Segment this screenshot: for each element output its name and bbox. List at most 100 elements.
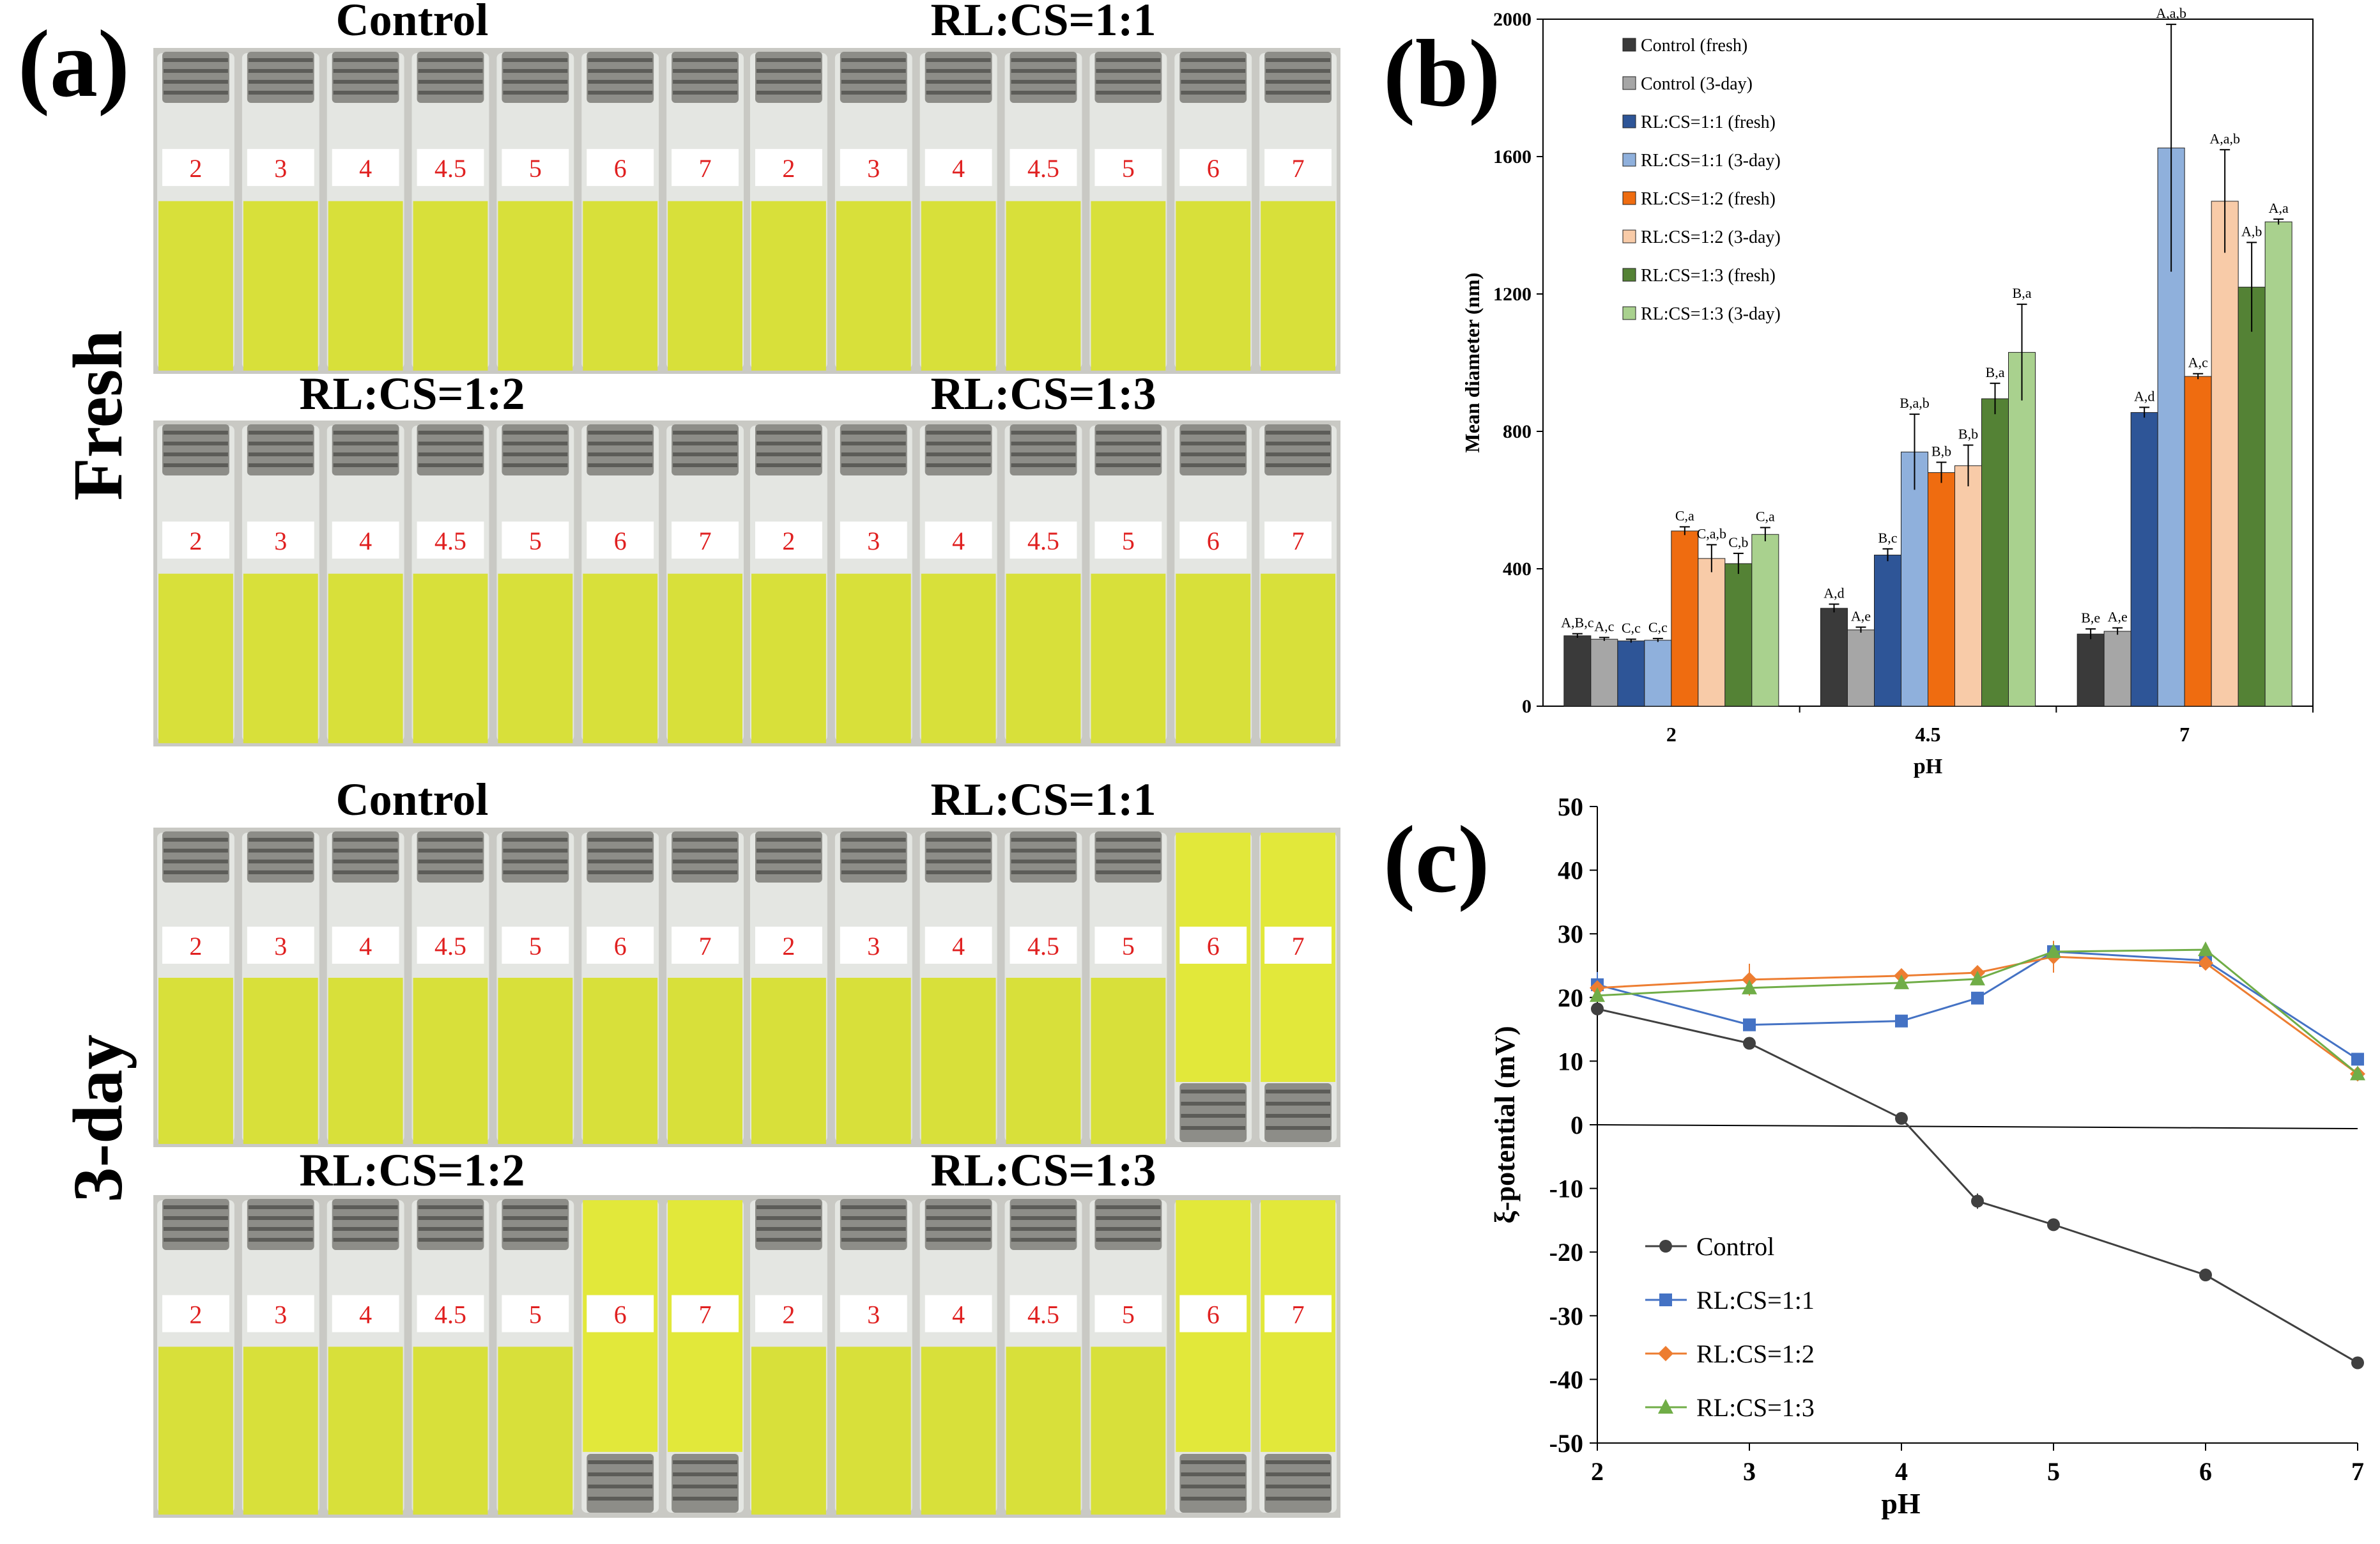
vial-cap-thread bbox=[164, 463, 228, 467]
vial-cap-thread bbox=[673, 80, 737, 84]
vial-cap-thread bbox=[249, 1216, 313, 1220]
vial-cap-thread bbox=[1266, 58, 1330, 62]
vial: 2 bbox=[750, 52, 827, 371]
y-tick-label: 10 bbox=[1558, 1047, 1583, 1076]
vial-panel-title: Control bbox=[336, 774, 489, 825]
legend-label: RL:CS=1:3 bbox=[1696, 1393, 1815, 1422]
vial: 7 bbox=[666, 52, 744, 371]
vial-cap-thread bbox=[673, 1460, 737, 1464]
vial-liquid bbox=[751, 201, 826, 371]
vial-cap-thread bbox=[588, 58, 652, 62]
vial: 2 bbox=[157, 831, 234, 1144]
vial-cap-thread bbox=[1011, 870, 1076, 874]
vial-cap-thread bbox=[249, 1238, 313, 1242]
vial-cap-thread bbox=[756, 870, 821, 874]
vial-cap-thread bbox=[249, 849, 313, 853]
vial-panel: Control2 3 4 4.5 5 6 7 bbox=[153, 774, 748, 1147]
line-series bbox=[1591, 945, 2364, 1065]
y-tick-label: -10 bbox=[1549, 1175, 1583, 1203]
vial-liquid bbox=[751, 1347, 826, 1515]
y-tick-label: -20 bbox=[1549, 1238, 1583, 1267]
vial-liquid bbox=[413, 978, 488, 1144]
vial: 3 bbox=[835, 1199, 912, 1515]
bar-significance-label: C,a,b bbox=[1697, 525, 1726, 541]
bar-significance-label: B,e bbox=[2081, 610, 2100, 626]
vial-cap-thread bbox=[1011, 452, 1076, 456]
vial-cap-thread bbox=[1266, 91, 1330, 95]
vial-cap-thread bbox=[588, 431, 652, 435]
vial: 4 bbox=[327, 52, 404, 371]
vial-cap-thread bbox=[588, 442, 652, 445]
x-axis-label: pH bbox=[1914, 755, 1942, 778]
vial-ph-label: 4.5 bbox=[1027, 1301, 1059, 1329]
vial-cap-thread bbox=[1266, 1472, 1330, 1476]
vial-cap-thread bbox=[1266, 80, 1330, 84]
vial-cap-thread bbox=[249, 452, 313, 456]
vial-ph-label: 3 bbox=[274, 932, 287, 961]
vial: 4.5 bbox=[1005, 52, 1082, 371]
bar bbox=[1725, 564, 1752, 706]
vial-cap-thread bbox=[926, 1205, 991, 1209]
line-series bbox=[1590, 941, 2365, 1081]
bar bbox=[1618, 641, 1645, 706]
bar-significance-label: B,a bbox=[1986, 364, 2005, 380]
vial-cap-thread bbox=[164, 80, 228, 84]
y-tick-label: 50 bbox=[1558, 792, 1583, 821]
vial-liquid bbox=[921, 574, 996, 743]
bar-significance-label: A,B,c bbox=[1561, 615, 1594, 631]
bar-significance-label: A,a,b bbox=[2209, 130, 2240, 146]
x-tick-label: 6 bbox=[2199, 1457, 2212, 1486]
vial-cap-thread bbox=[756, 91, 821, 95]
vial-cap-thread bbox=[503, 431, 567, 435]
vial-ph-label: 4.5 bbox=[434, 1301, 466, 1329]
vial-ph-label: 2 bbox=[782, 1301, 795, 1329]
y-tick-label: 1200 bbox=[1493, 284, 1532, 305]
vial: 4 bbox=[920, 831, 997, 1144]
vial-cap-thread bbox=[1011, 69, 1076, 73]
vial: 4.5 bbox=[412, 424, 489, 743]
vial-cap-thread bbox=[673, 58, 737, 62]
vial-liquid bbox=[413, 574, 488, 743]
vial-panel: RL:CS=1:12 3 4 4.5 5 6 7 bbox=[746, 0, 1340, 374]
vial-cap-thread bbox=[1266, 1090, 1330, 1093]
bar bbox=[2184, 376, 2211, 706]
bar-significance-label: C,c bbox=[1622, 620, 1641, 636]
vial-cap-thread bbox=[756, 1216, 821, 1220]
vial-cap-thread bbox=[756, 69, 821, 73]
vial: 2 bbox=[157, 1199, 234, 1515]
bar-significance-label: A,e bbox=[2108, 608, 2128, 624]
vial: 7 bbox=[666, 1200, 744, 1513]
legend-label: Control (fresh) bbox=[1641, 36, 1747, 56]
vial-cap-thread bbox=[249, 91, 313, 95]
vial-cap-thread bbox=[1096, 431, 1160, 435]
bar bbox=[1591, 639, 1618, 706]
vial-cap-thread bbox=[418, 80, 483, 84]
bar bbox=[1752, 534, 1779, 706]
vial-cap-thread bbox=[841, 80, 906, 84]
vial-liquid bbox=[328, 978, 403, 1144]
y-tick-label: 30 bbox=[1558, 920, 1583, 948]
vial-liquid bbox=[836, 978, 911, 1144]
bar-significance-label: A,e bbox=[1851, 608, 1871, 624]
vial-cap-thread bbox=[1096, 838, 1160, 842]
vial: 2 bbox=[750, 424, 827, 743]
vial-cap-thread bbox=[1181, 1497, 1245, 1501]
vial-liquid bbox=[751, 978, 826, 1144]
bar bbox=[1848, 630, 1875, 706]
bar bbox=[2211, 201, 2238, 706]
panel-label-a: (a) bbox=[18, 11, 130, 117]
vial-cap-thread bbox=[1096, 80, 1160, 84]
vial-liquid bbox=[583, 978, 657, 1144]
vial-cap-thread bbox=[841, 58, 906, 62]
vial-liquid bbox=[836, 574, 911, 743]
vial-cap-thread bbox=[841, 860, 906, 863]
vial-cap-thread bbox=[503, 58, 567, 62]
vial-cap-thread bbox=[1096, 1216, 1160, 1220]
vial-panel-title: RL:CS=1:2 bbox=[299, 1145, 525, 1196]
vial-ph-label: 2 bbox=[189, 154, 202, 183]
vial-liquid bbox=[1091, 1347, 1165, 1515]
vial-cap-thread bbox=[756, 463, 821, 467]
y-tick-label: 0 bbox=[1522, 696, 1532, 717]
vial-cap-thread bbox=[1011, 1205, 1076, 1209]
vial: 6 bbox=[1174, 833, 1252, 1142]
